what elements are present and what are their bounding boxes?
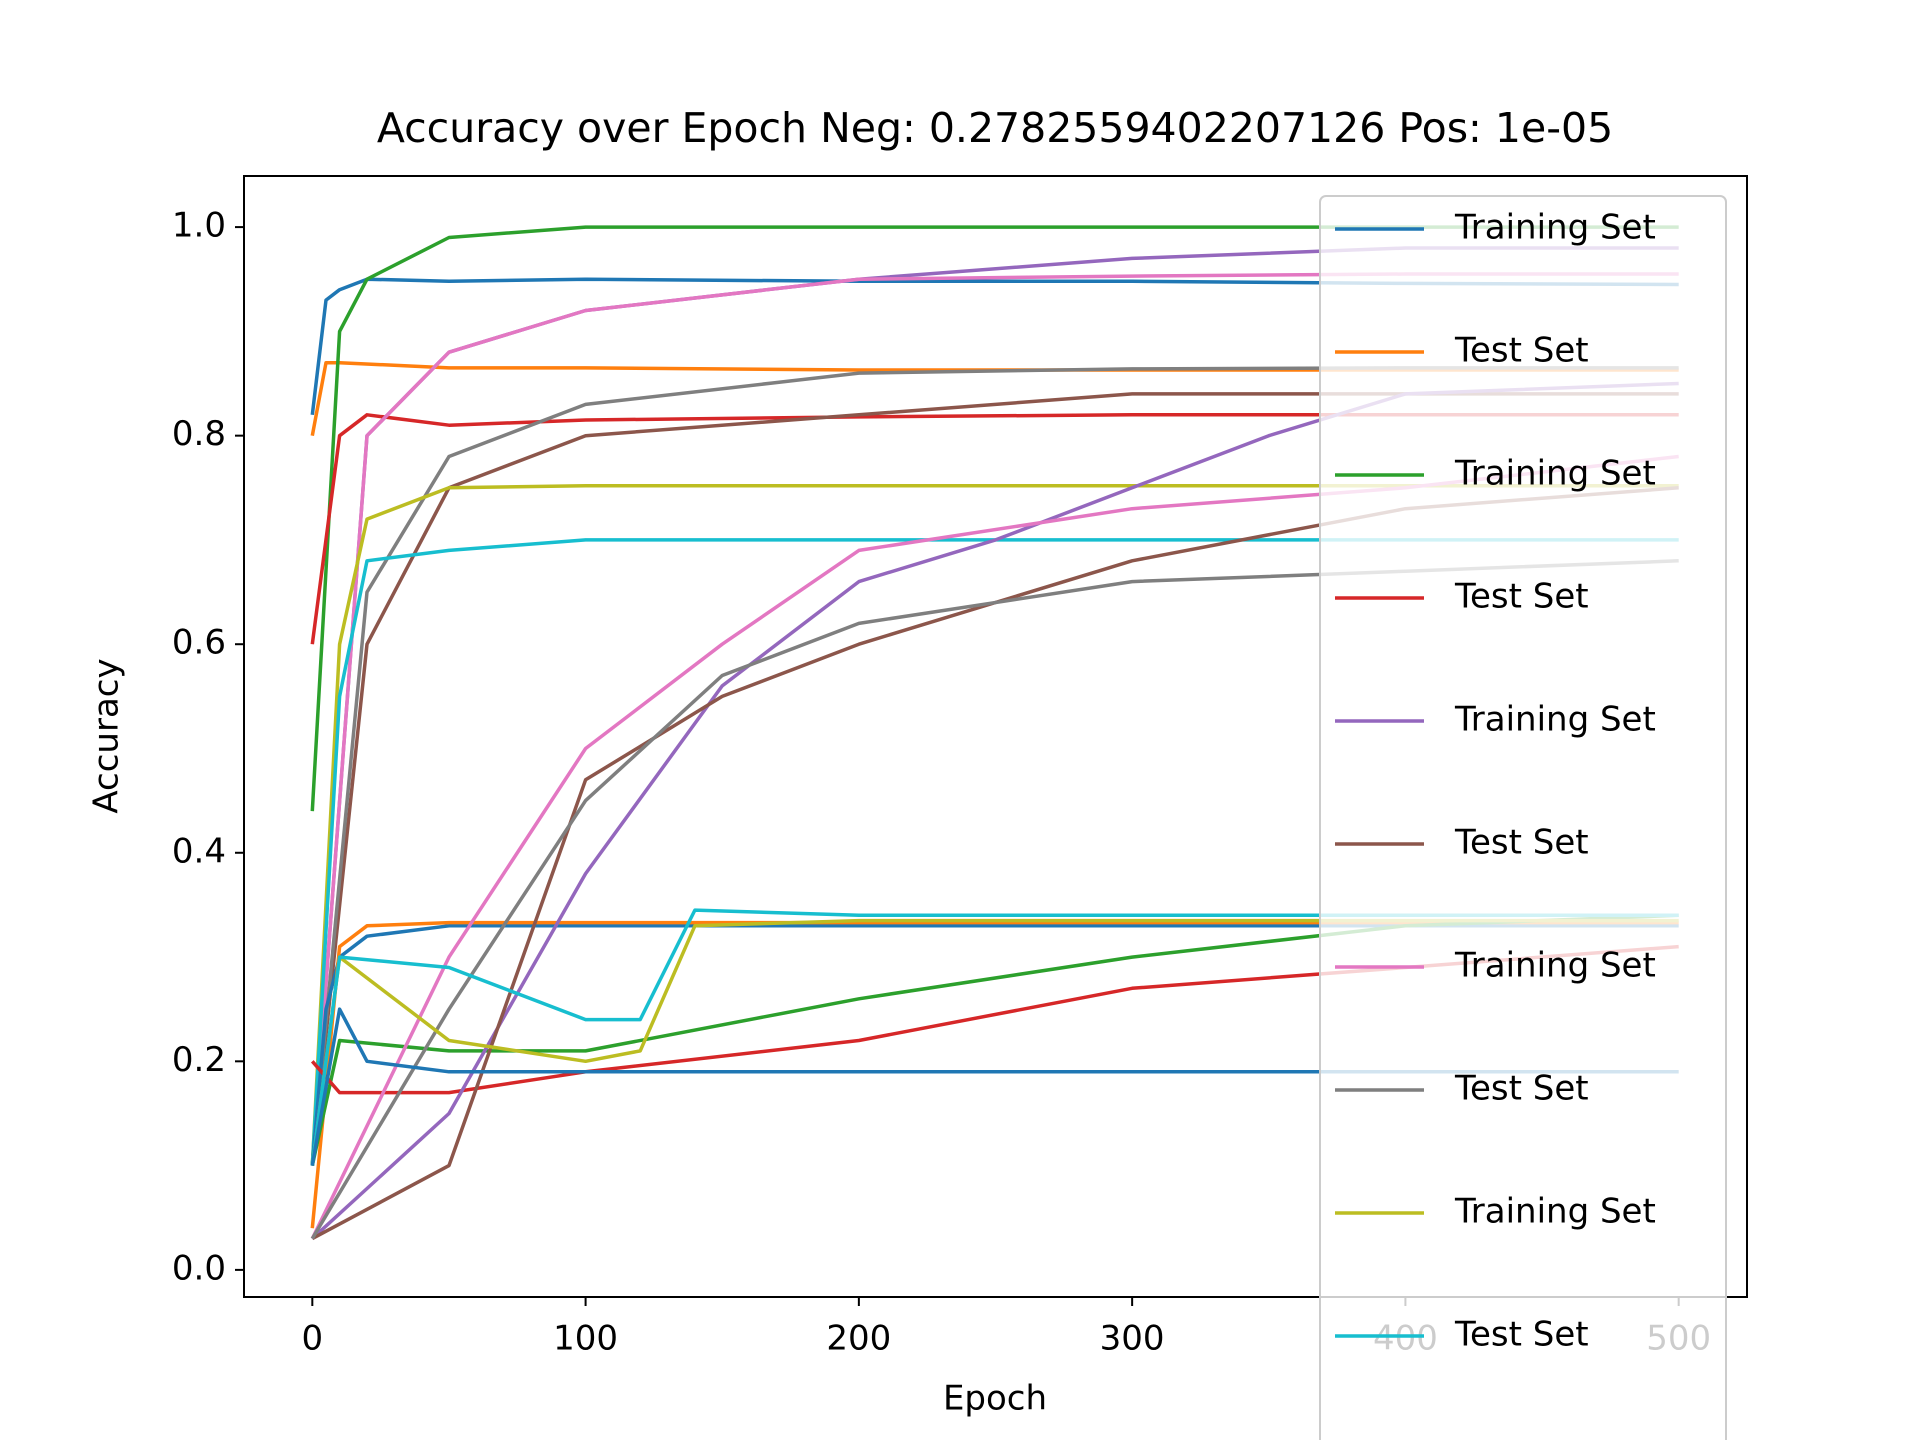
legend-label: Test Set [1454, 1069, 1589, 1109]
legend-label: Training Set [1454, 946, 1656, 986]
legend-label: Training Set [1454, 454, 1656, 494]
legend-label: Training Set [1454, 1438, 1656, 1440]
series-line [310, 908, 1679, 1166]
legend-box [1319, 195, 1727, 1440]
legend-label: Training Set [1454, 700, 1656, 740]
series-line [310, 918, 1679, 1166]
y-tick-label: 1.0 [172, 206, 226, 246]
series-line [310, 413, 1679, 645]
series-line [310, 538, 1679, 1166]
y-tick-label: 0.4 [172, 831, 226, 871]
legend-label: Test Set [1454, 823, 1589, 863]
x-tick-label: 200 [826, 1319, 891, 1359]
series-line [310, 483, 1679, 1166]
legend-label: Test Set [1454, 1315, 1589, 1355]
y-axis-label: Accuracy [87, 658, 127, 813]
series-line [310, 1007, 1679, 1166]
y-tick-label: 0.2 [172, 1040, 226, 1080]
series-line [310, 924, 1679, 1166]
plot-frame [243, 175, 1748, 1298]
series-line [310, 360, 1679, 437]
x-tick-label: 300 [1100, 1319, 1165, 1359]
chart-title: Accuracy over Epoch Neg: 0.2782559402207… [377, 104, 1613, 152]
x-tick-label: 100 [553, 1319, 618, 1359]
legend-label: Test Set [1454, 577, 1589, 617]
y-tick-label: 0.0 [172, 1248, 226, 1288]
legend-label: Training Set [1454, 1192, 1656, 1232]
x-axis-label: Epoch [943, 1379, 1047, 1419]
y-tick-label: 0.8 [172, 414, 226, 454]
legend-label: Training Set [1454, 208, 1656, 248]
y-tick-label: 0.6 [172, 623, 226, 663]
series-line [310, 277, 1679, 416]
legend: Training Set Test Set Training Set Test Set… [1319, 195, 1727, 1440]
series-line [310, 920, 1679, 1229]
legend-label: Test Set [1454, 331, 1589, 371]
series-line [310, 225, 1679, 812]
x-tick-label: 0 [301, 1319, 323, 1359]
